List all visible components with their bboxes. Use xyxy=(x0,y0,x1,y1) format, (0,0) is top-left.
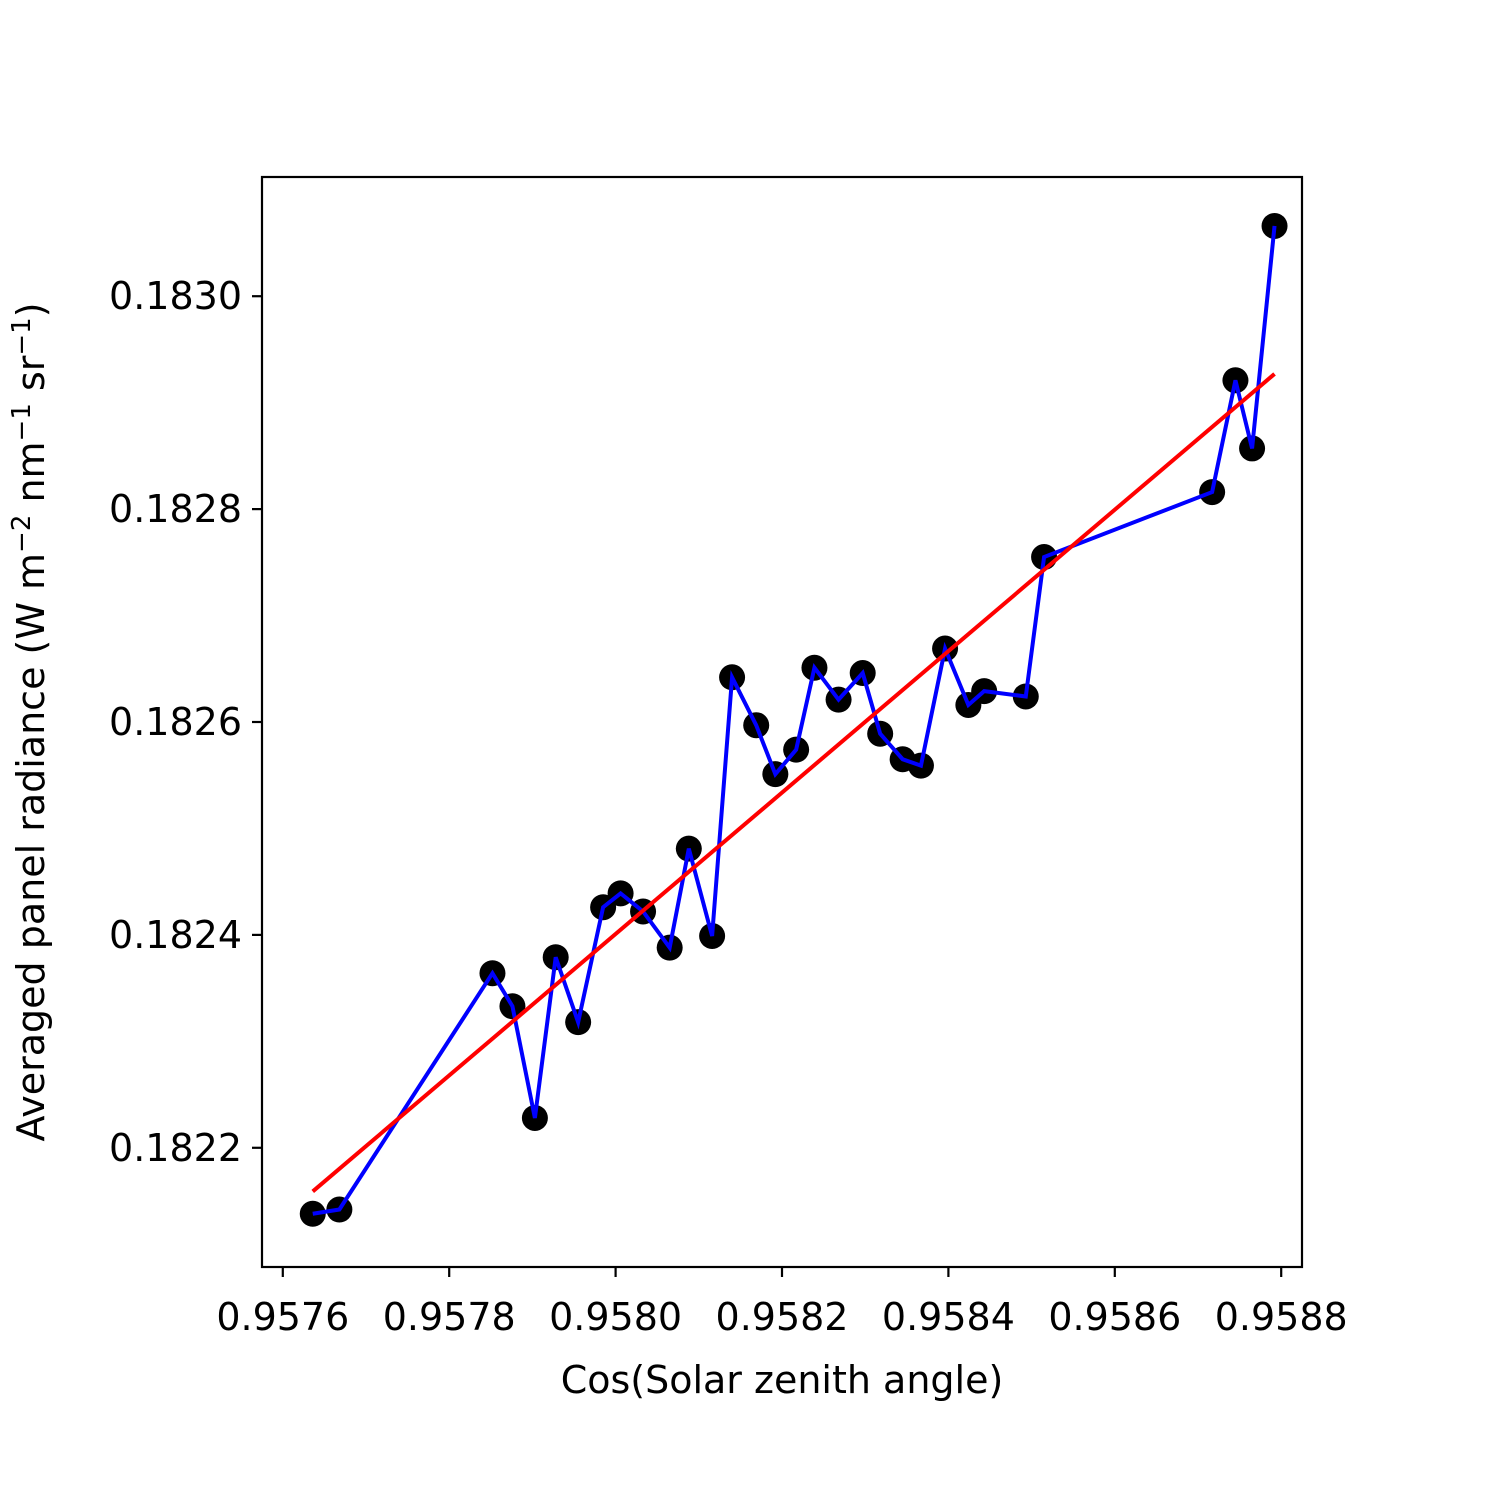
series-line xyxy=(312,225,1277,1216)
y-axis: 0.1822 0.1824 0.1826 0.1828 0.1830 xyxy=(109,274,262,1170)
chart-marks xyxy=(299,212,1288,1227)
y-axis-label-nm-exponent: −1 xyxy=(7,403,37,441)
y-axis-label: Averaged panel radiance (W m−2 nm−1 sr−1… xyxy=(7,302,53,1141)
x-axis: 0.9576 0.9578 0.9580 0.9582 0.9584 0.9586 0.95… xyxy=(216,1267,1348,1339)
y-tick-label: 0.1822 xyxy=(109,1126,242,1170)
y-tick-label: 0.1826 xyxy=(109,700,242,744)
x-tick-label: 0.9582 xyxy=(716,1295,849,1339)
y-axis-label-main: Averaged panel radiance (W m xyxy=(9,553,53,1142)
y-axis-label-sr: sr xyxy=(9,355,53,403)
y-axis-label-nm: nm xyxy=(9,441,53,514)
x-tick-label: 0.9584 xyxy=(882,1295,1015,1339)
fit-line xyxy=(311,372,1276,1193)
y-axis-label-close: ) xyxy=(9,302,53,317)
x-tick-label: 0.9588 xyxy=(1215,1295,1348,1339)
y-tick-label: 0.1824 xyxy=(109,913,242,957)
x-tick-label: 0.9586 xyxy=(1048,1295,1181,1339)
x-tick-label: 0.9576 xyxy=(216,1295,349,1339)
y-tick-label: 0.1828 xyxy=(109,487,242,531)
x-tick-label: 0.9580 xyxy=(549,1295,682,1339)
y-axis-label-sr-exponent: −1 xyxy=(7,317,37,355)
y-axis-label-m-exponent: −2 xyxy=(7,515,37,553)
y-tick-label: 0.1830 xyxy=(109,274,242,318)
x-axis-label: Cos(Solar zenith angle) xyxy=(561,1358,1004,1402)
x-tick-label: 0.9578 xyxy=(383,1295,516,1339)
